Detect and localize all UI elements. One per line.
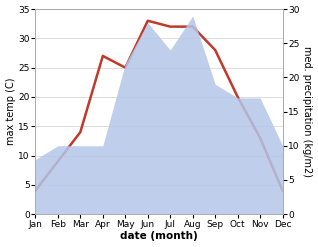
X-axis label: date (month): date (month)	[120, 231, 198, 242]
Y-axis label: med. precipitation (kg/m2): med. precipitation (kg/m2)	[302, 46, 313, 177]
Y-axis label: max temp (C): max temp (C)	[5, 78, 16, 145]
